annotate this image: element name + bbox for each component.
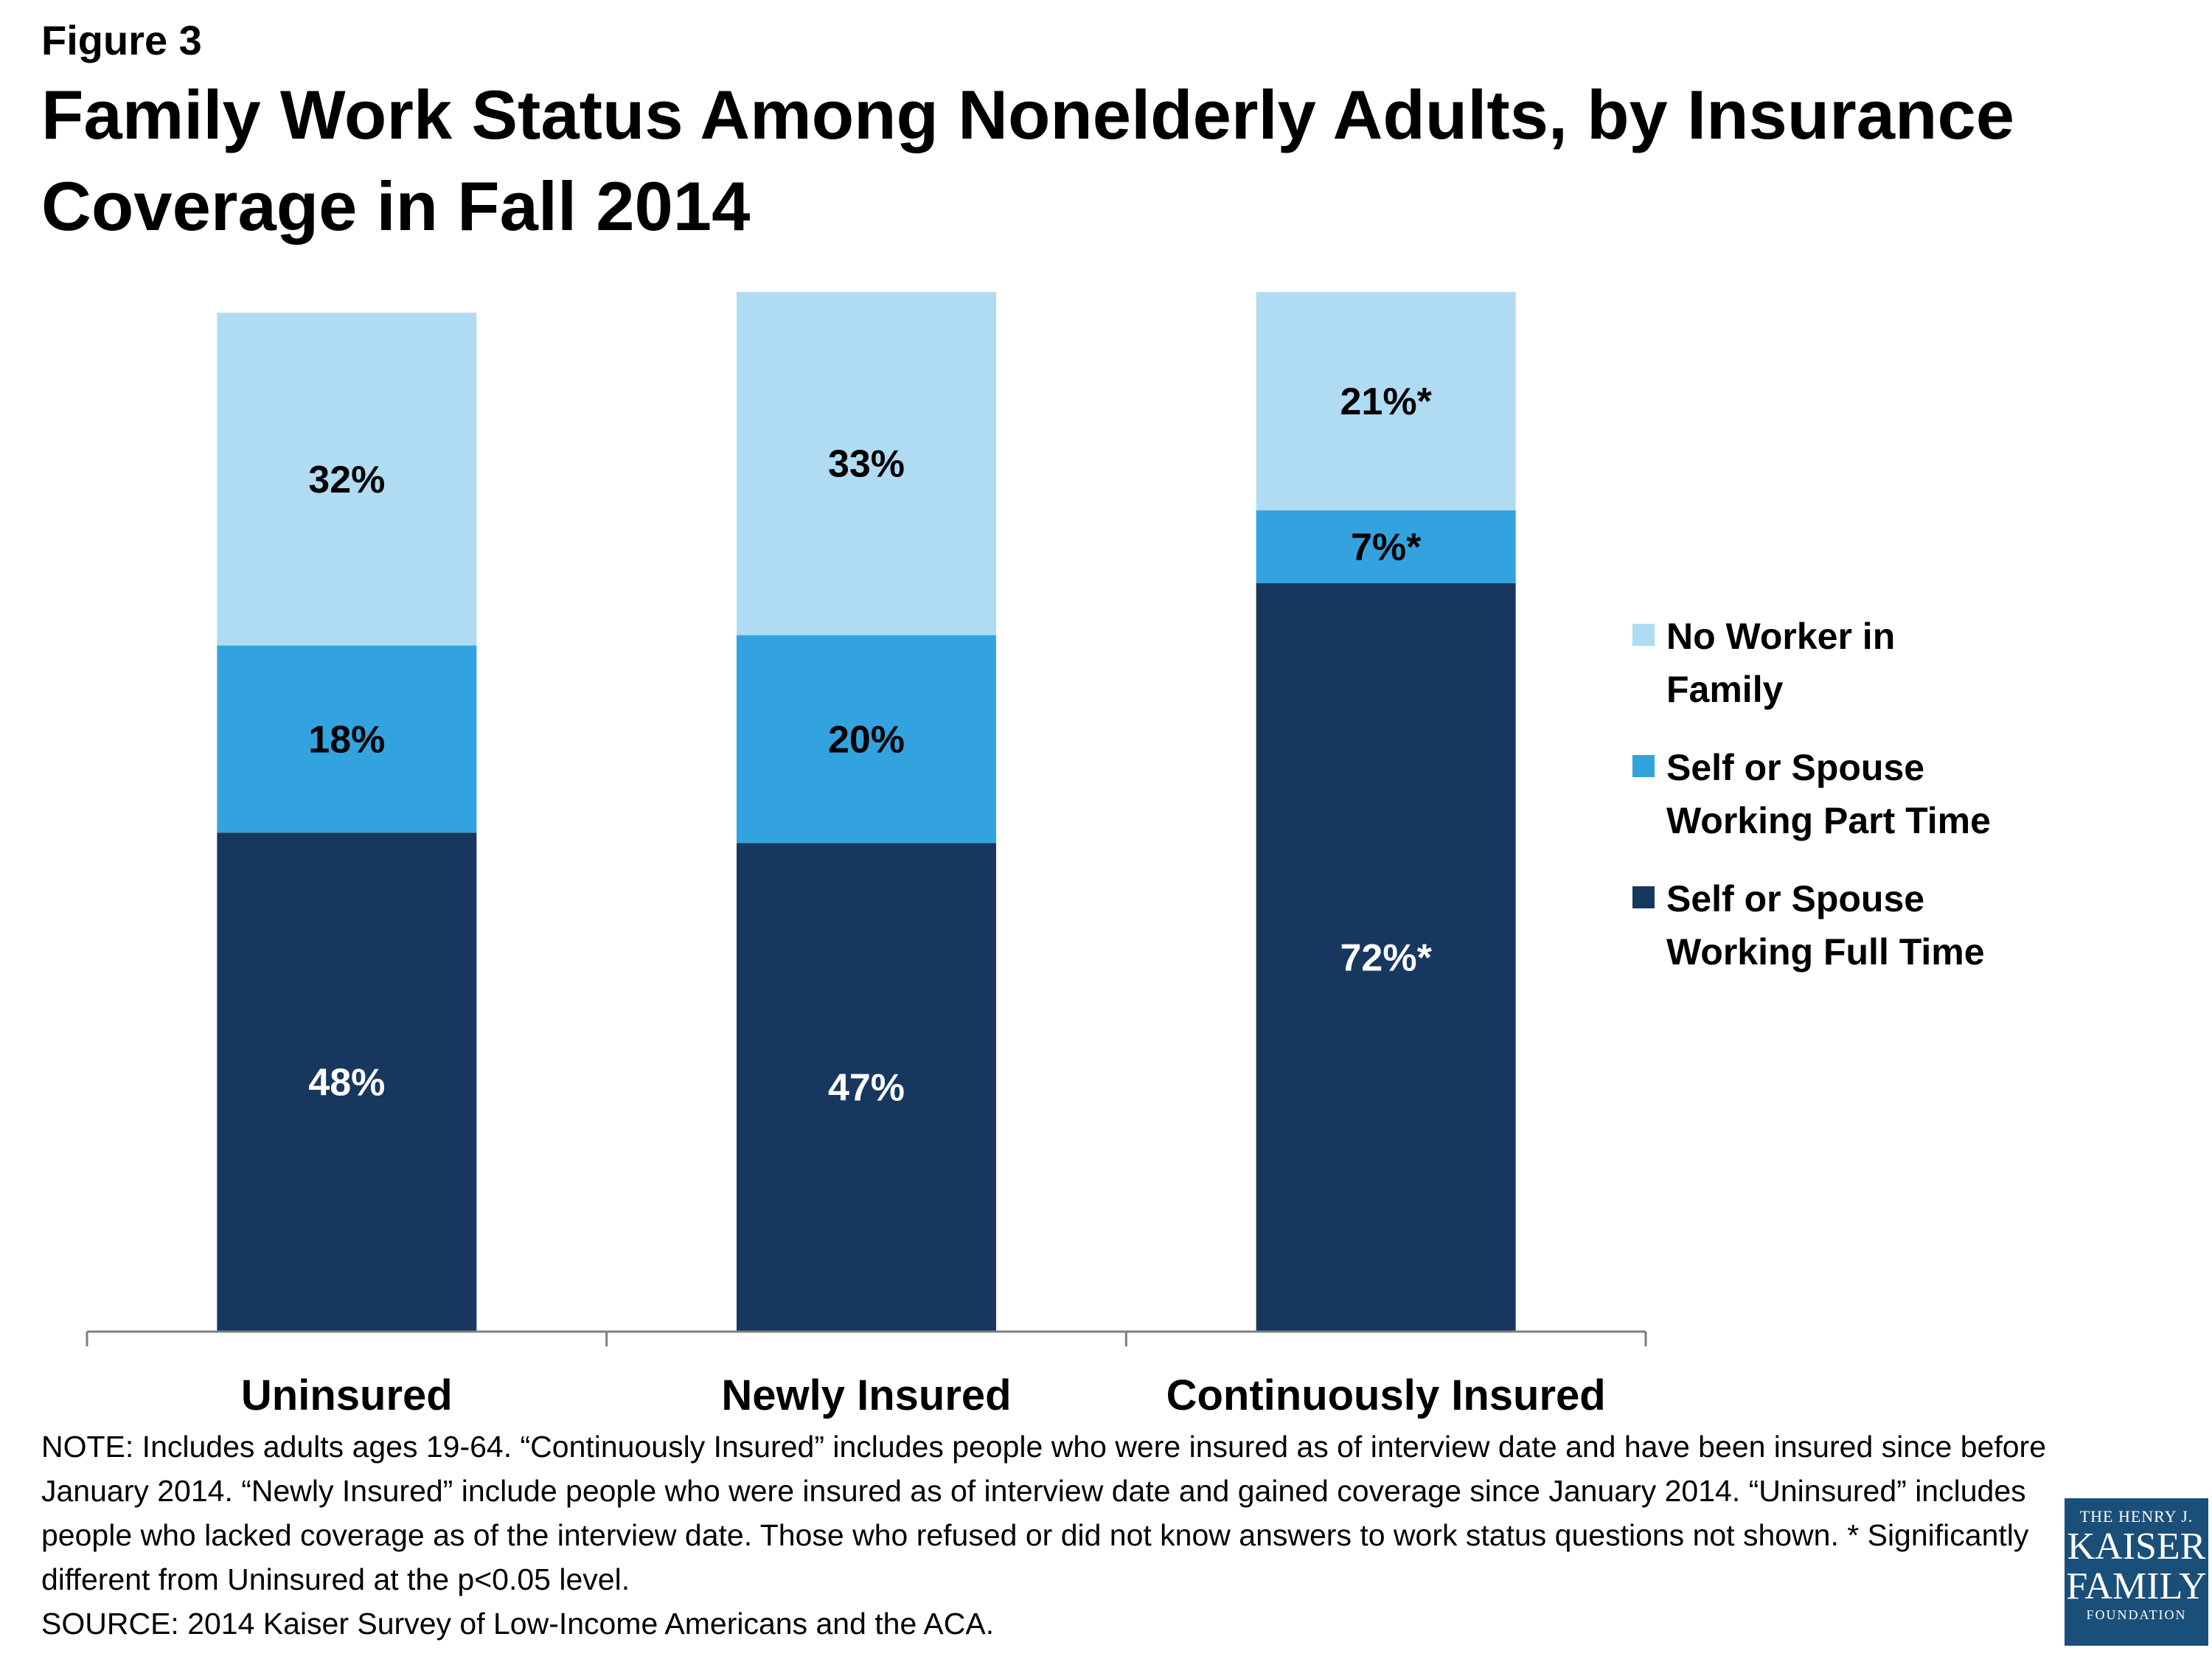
note-text: NOTE: Includes adults ages 19-64. “Conti…	[41, 1430, 2046, 1596]
data-label: 21%*	[1340, 380, 1433, 423]
bar-segment	[217, 832, 477, 1332]
data-label: 20%	[828, 718, 905, 761]
legend-swatch	[1632, 886, 1655, 908]
chart-notes: NOTE: Includes adults ages 19-64. “Conti…	[41, 1425, 2047, 1646]
bar-segment	[1256, 582, 1516, 1332]
logo-line-4: FOUNDATION	[2086, 1607, 2187, 1622]
legend-label: Self or Spouse	[1666, 878, 1924, 919]
logo-line-3: FAMILY	[2066, 1565, 2207, 1607]
bar-segment	[1256, 510, 1516, 583]
logo-line-2: KAISER	[2067, 1526, 2206, 1568]
category-label: Uninsured	[241, 1371, 453, 1419]
legend-swatch	[1632, 755, 1655, 777]
bar-segment	[217, 313, 477, 646]
bar-segment	[217, 645, 477, 833]
data-label: 32%	[308, 459, 385, 501]
data-label: 18%	[308, 718, 385, 761]
category-label: Newly Insured	[721, 1371, 1011, 1419]
legend-swatch	[1632, 624, 1655, 646]
logo-line-1: THE HENRY J.	[2079, 1507, 2194, 1526]
legend-label: No Worker in	[1666, 616, 1895, 657]
legend-label: Working Part Time	[1666, 800, 1991, 841]
category-label: Continuously Insured	[1166, 1371, 1606, 1419]
bar-segment	[737, 843, 996, 1332]
bar-segment	[737, 635, 996, 844]
source-text: SOURCE: 2014 Kaiser Survey of Low-Income…	[41, 1607, 995, 1641]
bar-segment	[1256, 292, 1516, 511]
data-label: 47%	[828, 1067, 905, 1110]
stacked-bar-chart: 48% 18% 32% Uninsured 47% 20% 33% Newly Insured…	[86, 292, 1991, 1419]
legend-label: Working Full Time	[1666, 931, 1985, 973]
bar-segment	[737, 292, 996, 636]
data-label: 72%*	[1340, 936, 1433, 979]
data-label: 48%	[308, 1062, 385, 1105]
chart-title: Family Work Status Among Nonelderly Adul…	[41, 76, 2015, 245]
legend-label: Self or Spouse	[1666, 747, 1924, 788]
figure-label: Figure 3	[41, 17, 202, 63]
data-label: 7%*	[1351, 526, 1422, 568]
data-label: 33%	[828, 443, 905, 486]
legend-label: Family	[1666, 669, 1784, 710]
kff-logo: THE HENRY J. KAISER FAMILY FOUNDATION	[2065, 1498, 2208, 1646]
